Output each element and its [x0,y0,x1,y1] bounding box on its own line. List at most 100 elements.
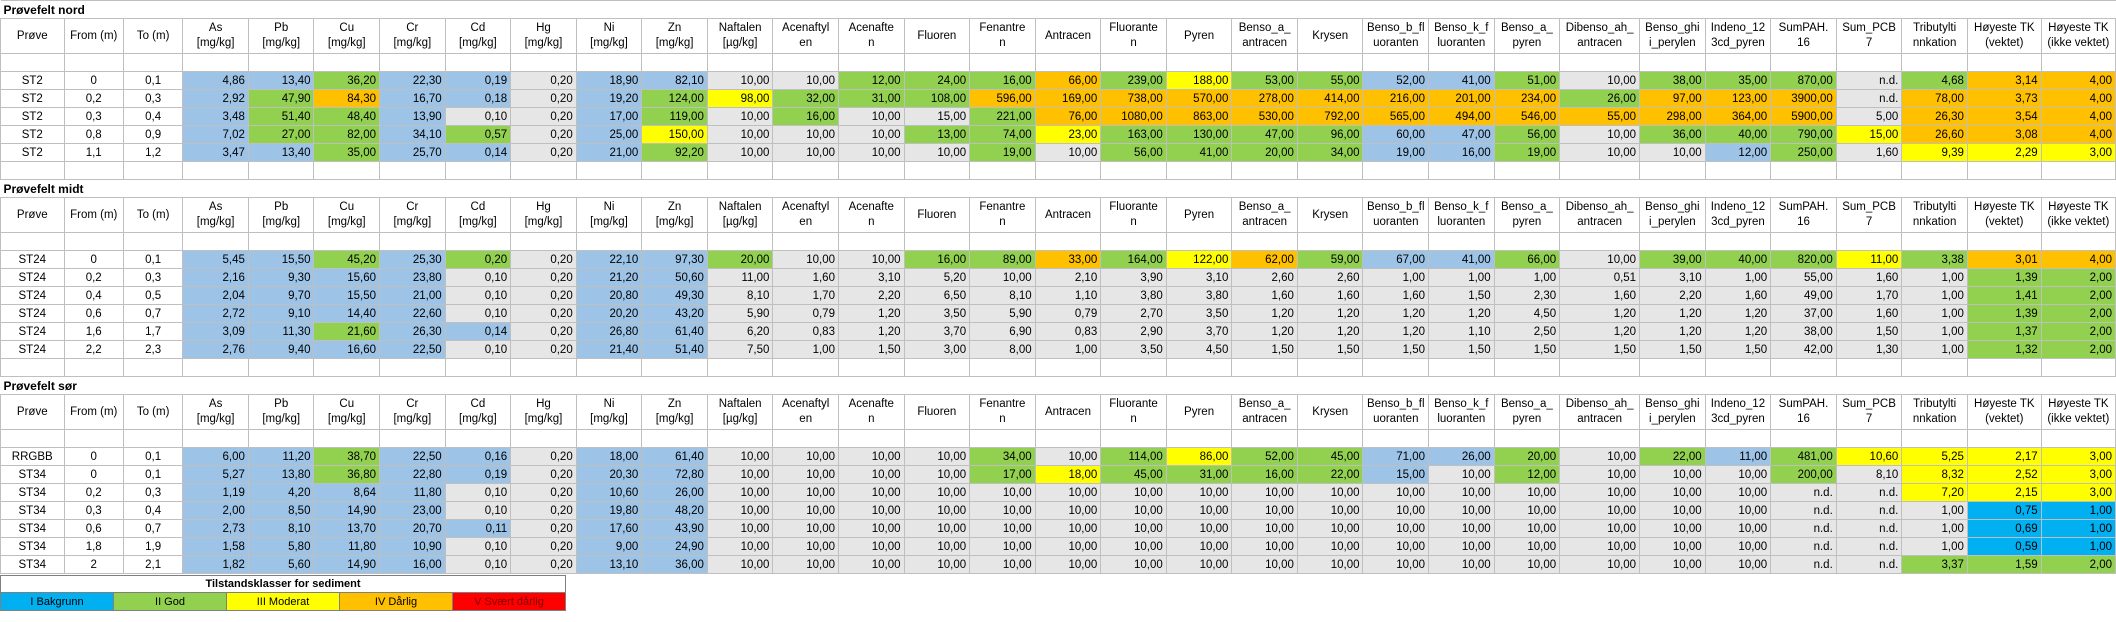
table-cell: 10,00 [837,125,905,144]
column-header: Fluoren [903,197,971,233]
table-cell: 78,00 [1901,89,1968,108]
column-header: Cd [mg/kg] [444,394,512,430]
table-cell: 10,00 [837,250,905,269]
table-cell: n.d. [1835,537,1903,556]
table-cell: 5,80 [247,537,315,556]
table-cell: ST24 [0,268,65,287]
table-cell: ST34 [0,483,65,502]
table-cell: 0 [63,447,124,466]
section-title: Prøvefelt nord [0,0,2116,19]
table-cell: 10,00 [1428,483,1495,502]
table-cell: 10,00 [1296,519,1364,538]
column-header: To (m) [122,394,184,430]
table-cell: 10,00 [1296,501,1364,520]
table-cell: 10,00 [772,465,839,484]
table-cell: 4,68 [1901,71,1968,90]
table-cell: 47,90 [247,89,315,108]
table-cell: 2,15 [1966,483,2042,502]
table-cell: 10,00 [837,447,905,466]
table-cell: 3,01 [1966,250,2042,269]
table-cell: 0,10 [444,555,512,574]
column-header: Høyeste TK (ikke vektet) [2040,197,2116,233]
table-cell: 45,20 [313,250,381,269]
table-cell: 1,50 [1559,340,1641,359]
table-cell: RRGBB [0,447,65,466]
table-cell: 0,7 [122,304,184,323]
table-row: ST2 0,2 0,3 2,92 47,90 84,30 16,70 0,18 0,20 19,2… [0,89,2116,108]
table-row: ST2 1,1 1,2 3,47 13,40 35,00 25,70 0,14 0,20 21,0… [0,143,2116,162]
table-cell: 0,3 [122,483,184,502]
table-cell: 10,00 [903,143,971,162]
table-cell: 10,00 [1559,519,1641,538]
table-cell: 86,00 [1165,447,1233,466]
table-cell: 1,60 [1835,304,1903,323]
table-cell: 15,50 [247,250,315,269]
table-cell: 0,19 [444,465,512,484]
table-cell: 0,4 [122,501,184,520]
column-header: Fluorante n [1100,18,1167,54]
table-cell: 22,00 [1296,465,1364,484]
table-cell: 3,00 [2040,447,2116,466]
table-cell: 8,50 [247,501,315,520]
table-cell: 50,60 [641,268,708,287]
table-cell: 40,00 [1704,250,1772,269]
table-cell: 1,00 [2040,501,2116,520]
table-cell: 234,00 [1493,89,1561,108]
column-header: Pb [mg/kg] [247,394,315,430]
table-row: ST34 0,2 0,3 1,19 4,20 8,64 11,80 0,10 0,20 10,60… [0,483,2116,502]
column-header: Pyren [1165,394,1233,430]
table-cell: 36,00 [641,555,708,574]
table-cell: 2,29 [1966,143,2042,162]
table-cell: 596,00 [969,89,1036,108]
table-cell: 2,00 [2040,555,2116,574]
table-cell: 22,10 [575,250,643,269]
table-cell: 0,7 [122,519,184,538]
table-cell: 53,00 [1231,71,1298,90]
spacer-row [0,358,2116,377]
column-header: Naftalen [µg/kg] [706,394,774,430]
table-cell: 3,10 [1165,268,1233,287]
table-cell: 41,00 [1428,71,1495,90]
table-cell: 530,00 [1231,107,1298,126]
table-cell: 8,10 [706,286,774,305]
table-cell: 10,00 [1428,537,1495,556]
table-cell: 0,20 [510,250,577,269]
table-cell: 0,1 [122,447,184,466]
column-header: Ni [mg/kg] [575,394,643,430]
column-header: Cr [mg/kg] [379,197,446,233]
table-cell: 10,00 [1704,519,1772,538]
table-cell: 1,20 [1362,304,1430,323]
table-cell: 82,00 [313,125,381,144]
table-cell: 19,00 [1362,143,1430,162]
table-cell: 1,60 [1559,286,1641,305]
table-cell: 10,00 [1639,143,1706,162]
table-cell: 10,00 [1231,483,1298,502]
table-cell: 10,00 [706,519,774,538]
column-header: Antracen [1034,394,1102,430]
column-header: Tributylti nnkation [1901,18,1968,54]
column-header: Prøve [0,197,65,233]
table-cell: 3,00 [903,340,971,359]
table-cell: 5900,00 [1770,107,1837,126]
table-cell: 47,00 [1428,125,1495,144]
table-cell: 10,00 [1428,501,1495,520]
table-cell: 8,64 [313,483,381,502]
table-cell: n.d. [1835,483,1903,502]
table-cell: 15,00 [903,107,971,126]
table-cell: 1,00 [1362,268,1430,287]
table-cell: 4,20 [247,483,315,502]
table-cell: 16,00 [903,250,971,269]
table-cell: ST34 [0,501,65,520]
column-header-row: Prøve From (m) To (m) As [mg/kg] Pb [mg/kg] Cu[… [0,394,2116,430]
table-cell: 9,70 [247,286,315,305]
table-cell: 3,50 [1100,340,1167,359]
column-header: Dibenso_ah_ antracen [1559,197,1641,233]
table-cell: 26,30 [379,322,446,341]
table-cell: 10,00 [1034,537,1102,556]
table-cell: 1,20 [1428,304,1495,323]
table-cell: 38,00 [1639,71,1706,90]
table-cell: 2,10 [1034,268,1102,287]
table-cell: 1,50 [1296,340,1364,359]
table-cell: 34,00 [1296,143,1364,162]
table-cell: 25,30 [379,250,446,269]
